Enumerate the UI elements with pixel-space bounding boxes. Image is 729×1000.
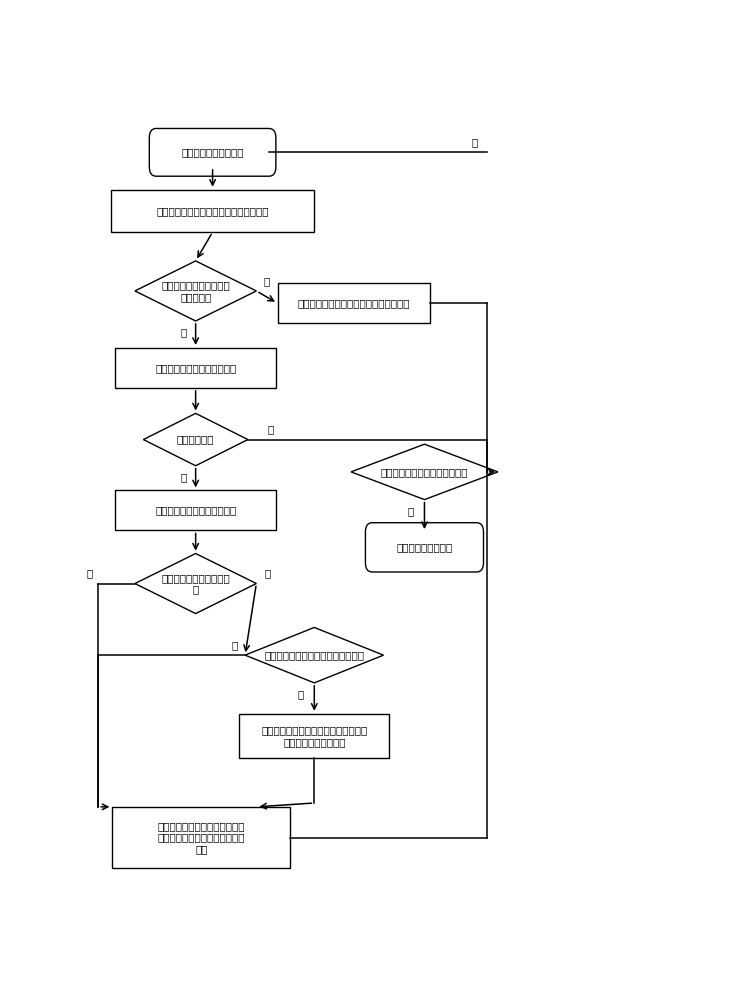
Bar <box>115 348 276 388</box>
Text: 否: 否 <box>180 328 187 338</box>
Text: 将该逻辑映射单元映射到可以并
行写入的物理映射单元，并写入
闪存: 将该逻辑映射单元映射到可以并 行写入的物理映射单元，并写入 闪存 <box>157 821 245 854</box>
Text: 是: 是 <box>87 569 93 579</box>
Text: 相关逻辑映射单元是否已
经在缓存中: 相关逻辑映射单元是否已 经在缓存中 <box>161 280 230 302</box>
Bar <box>278 283 430 323</box>
Text: 得到主机产生的写请求: 得到主机产生的写请求 <box>182 147 243 157</box>
Text: 是: 是 <box>297 689 303 699</box>
Polygon shape <box>135 261 257 321</box>
Text: 找到最早进入缓存的映射单元: 找到最早进入缓存的映射单元 <box>155 505 236 515</box>
Polygon shape <box>135 554 257 614</box>
Text: 否: 否 <box>265 569 270 579</box>
Bar <box>115 490 276 530</box>
Text: 该映射单元是否已经被调
用: 该映射单元是否已经被调 用 <box>161 573 230 594</box>
Text: 否: 否 <box>471 137 477 147</box>
FancyBboxPatch shape <box>149 128 276 176</box>
Text: 主机写请求处理完成: 主机写请求处理完成 <box>397 542 453 552</box>
Text: 将写请求分解为对逻辑映射单元的写请求: 将写请求分解为对逻辑映射单元的写请求 <box>156 206 269 216</box>
Text: 缓存是否已满: 缓存是否已满 <box>177 435 214 445</box>
Text: 将该映射单元从闪存中读出，合并到缓
存中的相关映射单元中: 将该映射单元从闪存中读出，合并到缓 存中的相关映射单元中 <box>261 725 367 747</box>
Polygon shape <box>351 444 498 500</box>
Text: 将数据合并到已经在缓存中的逻辑单元中: 将数据合并到已经在缓存中的逻辑单元中 <box>297 298 410 308</box>
Bar <box>111 190 314 232</box>
Bar <box>239 714 389 758</box>
Text: 所有的映射单元都已经处理完成: 所有的映射单元都已经处理完成 <box>381 467 468 477</box>
Text: 将逻辑映射单元添加到缓存中: 将逻辑映射单元添加到缓存中 <box>155 363 236 373</box>
Polygon shape <box>245 627 383 683</box>
Text: 该映射单元是否在之前已经写入闪存: 该映射单元是否在之前已经写入闪存 <box>265 650 364 660</box>
Text: 是: 是 <box>180 472 187 482</box>
Polygon shape <box>144 413 248 466</box>
Text: 否: 否 <box>232 640 238 650</box>
FancyBboxPatch shape <box>365 523 483 572</box>
Text: 否: 否 <box>268 425 273 435</box>
Bar <box>112 807 290 868</box>
Text: 是: 是 <box>263 276 270 286</box>
Text: 是: 是 <box>408 506 413 516</box>
